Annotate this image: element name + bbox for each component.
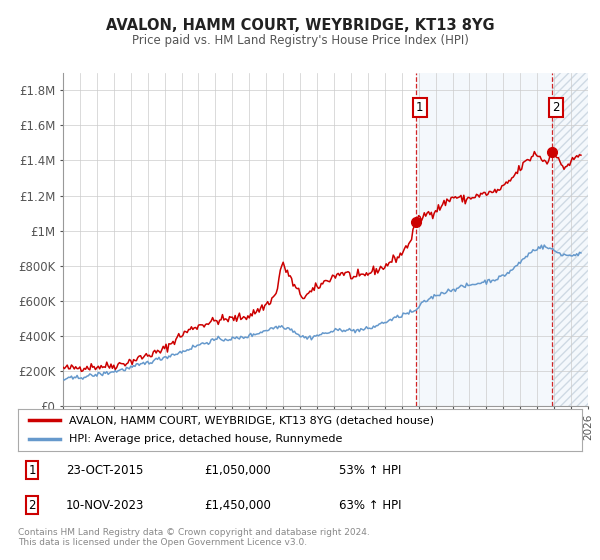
- Text: AVALON, HAMM COURT, WEYBRIDGE, KT13 8YG: AVALON, HAMM COURT, WEYBRIDGE, KT13 8YG: [106, 18, 494, 32]
- Text: 1: 1: [28, 464, 36, 477]
- Text: 2: 2: [28, 499, 36, 512]
- Text: £1,450,000: £1,450,000: [204, 499, 271, 512]
- Text: Price paid vs. HM Land Registry's House Price Index (HPI): Price paid vs. HM Land Registry's House …: [131, 34, 469, 48]
- Text: 23-OCT-2015: 23-OCT-2015: [66, 464, 143, 477]
- Text: 53% ↑ HPI: 53% ↑ HPI: [340, 464, 402, 477]
- Text: AVALON, HAMM COURT, WEYBRIDGE, KT13 8YG (detached house): AVALON, HAMM COURT, WEYBRIDGE, KT13 8YG …: [69, 415, 434, 425]
- Bar: [552, 73, 588, 406]
- Text: 1: 1: [416, 101, 424, 114]
- Text: HPI: Average price, detached house, Runnymede: HPI: Average price, detached house, Runn…: [69, 435, 342, 445]
- Bar: [416, 73, 588, 406]
- Text: 10-NOV-2023: 10-NOV-2023: [66, 499, 145, 512]
- Text: 2: 2: [553, 101, 560, 114]
- Text: Contains HM Land Registry data © Crown copyright and database right 2024.
This d: Contains HM Land Registry data © Crown c…: [18, 528, 370, 547]
- Text: £1,050,000: £1,050,000: [204, 464, 271, 477]
- Text: 63% ↑ HPI: 63% ↑ HPI: [340, 499, 402, 512]
